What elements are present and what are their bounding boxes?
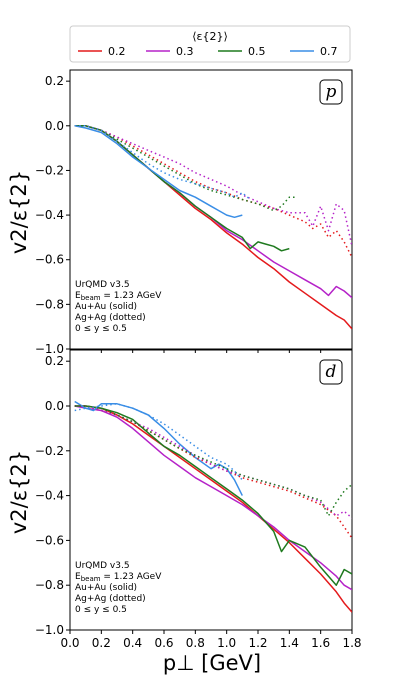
- x-tick-label: 1.8: [342, 636, 361, 650]
- x-axis-label: p⊥ [GeV]: [163, 651, 261, 675]
- annotation-rapidity-d: 0 ≤ y ≤ 0.5: [75, 605, 127, 615]
- series-line-d-solid-1: [74, 405, 352, 591]
- series-line-p-solid-2: [74, 125, 290, 252]
- y-tick-label-p: 0.2: [45, 74, 64, 88]
- series-line-d-dotted-4: [74, 405, 352, 539]
- annotation-auau-d: Au+Au (solid): [75, 583, 137, 593]
- y-tick-label-p: −0.4: [35, 208, 64, 222]
- annotation-energy-p: Ebeam = 1.23 AGeV: [75, 291, 162, 302]
- y-tick-label-d: −0.2: [35, 444, 64, 458]
- x-tick-label: 0.6: [154, 636, 173, 650]
- x-tick-label: 1.2: [248, 636, 267, 650]
- annotation-model-d: UrQMD v3.5: [75, 561, 130, 571]
- legend: ⟨ε{2}⟩ 0.2 0.3 0.5 0.7: [69, 25, 351, 63]
- annotation-energy-d: Ebeam = 1.23 AGeV: [75, 572, 162, 583]
- legend-frame: [69, 25, 351, 63]
- panel-badge-p: p: [326, 82, 337, 102]
- y-tick-label-d: 0.0: [45, 399, 64, 413]
- series-line-d-dotted-6: [74, 405, 352, 517]
- y-tick-label-d: −0.4: [35, 489, 64, 503]
- legend-title: ⟨ε{2}⟩: [192, 30, 228, 43]
- x-tick-label: 0.0: [60, 636, 79, 650]
- annotation-model-p: UrQMD v3.5: [75, 280, 130, 290]
- panel-d: 0.20.0−0.2−0.4−0.6−0.8−1.00.0 0.2 0.4 0.6 0.…: [35, 349, 362, 650]
- x-tick-label: 0.2: [92, 636, 111, 650]
- series-line-d-solid-2: [74, 405, 352, 586]
- panel-badge-frame-p: [319, 79, 343, 105]
- series-line-p-dotted-4: [74, 125, 352, 258]
- x-tick-label: 1.6: [311, 636, 330, 650]
- x-tick-label: 1.0: [217, 636, 236, 650]
- series-line-d-dotted-5: [74, 405, 352, 519]
- y-tick-label-d: −0.6: [35, 533, 64, 547]
- annotation-agag-d: Ag+Ag (dotted): [75, 594, 146, 604]
- y-tick-label-d: −0.8: [35, 578, 64, 592]
- legend-label-0.7: 0.7: [320, 45, 338, 58]
- y-tick-label-d: −1.0: [35, 623, 64, 637]
- y-tick-label-p: −0.8: [35, 297, 64, 311]
- x-tick-label: 1.4: [280, 636, 299, 650]
- series-line-p-solid-1: [74, 125, 352, 299]
- y-tick-label-d: 0.2: [45, 354, 64, 368]
- legend-label-0.2: 0.2: [108, 45, 126, 58]
- x-tick-label: 0.4: [123, 636, 142, 650]
- y-axis-label-top: v2/ε{2}: [7, 170, 31, 254]
- y-tick-label-p: −0.6: [35, 253, 64, 267]
- series-line-p-solid-3: [74, 125, 243, 219]
- panel-badge-d: d: [326, 362, 337, 382]
- legend-label-0.3: 0.3: [176, 45, 194, 58]
- legend-label-0.5: 0.5: [248, 45, 266, 58]
- y-tick-label-p: 0.0: [45, 119, 64, 133]
- x-tick-label: 0.8: [186, 636, 205, 650]
- y-axis-label-bottom: v2/ε{2}: [7, 450, 31, 534]
- panel-p: 0.2 0.0 −0.2 −0.4 −0.6 −0.8 −1.0 p UrQMD v3.5Ebe…: [35, 69, 353, 356]
- y-tick-label-p: −1.0: [35, 342, 64, 356]
- annotation-agag-p: Ag+Ag (dotted): [75, 313, 146, 323]
- plot-frame-d: [69, 349, 353, 631]
- annotation-auau-p: Au+Au (solid): [75, 302, 137, 312]
- series-line-p-dotted-5: [74, 125, 352, 247]
- series-line-p-dotted-7: [74, 125, 251, 201]
- annotation-rapidity-p: 0 ≤ y ≤ 0.5: [75, 324, 127, 334]
- series-line-d-solid-0: [74, 405, 352, 613]
- y-tick-label-p: −0.2: [35, 163, 64, 177]
- panel-badge-frame-d: [319, 359, 343, 385]
- plot-frame-p: [69, 69, 353, 350]
